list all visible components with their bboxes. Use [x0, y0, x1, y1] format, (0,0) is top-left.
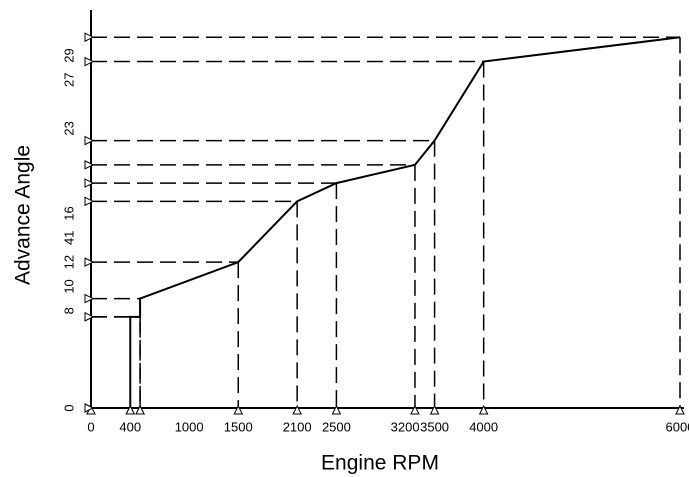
- x-marker: [331, 404, 342, 415]
- y-marker: [84, 56, 95, 67]
- line: [91, 36, 681, 409]
- x-marker: [292, 404, 302, 415]
- x-marker: [675, 404, 685, 415]
- y-tick-label: 16: [61, 206, 76, 220]
- x-marker: [478, 404, 489, 415]
- y-tick-label: 10: [61, 279, 76, 293]
- y-marker: [84, 293, 95, 304]
- y-marker: [84, 160, 95, 170]
- y-marker: [84, 135, 95, 146]
- x-marker: [125, 404, 136, 415]
- x-tick-label: 1000: [175, 419, 204, 434]
- x-axis-title: Engine RPM: [321, 452, 439, 475]
- x-tick-label: 3500: [420, 419, 449, 434]
- y-marker: [84, 403, 95, 413]
- x-tick-label: 400: [119, 419, 141, 434]
- y-tick-label: 12: [61, 255, 76, 269]
- x-tick-label: 3200: [391, 419, 420, 434]
- y-marker: [84, 32, 95, 43]
- y-marker: [84, 196, 95, 207]
- y-marker: [84, 257, 95, 267]
- x-marker: [233, 404, 244, 415]
- x-tick-label: 0: [87, 419, 94, 434]
- y-tick-label: 0: [61, 404, 76, 411]
- x-tick-label: 2100: [283, 419, 312, 434]
- x-tick-label: 2500: [322, 419, 351, 434]
- y-axis-title: Advance Angle: [12, 145, 35, 285]
- x-marker: [410, 404, 420, 415]
- x-tick-label: 1500: [224, 419, 253, 434]
- y-tick-label: 41: [61, 231, 76, 245]
- y-tick-label: 23: [61, 121, 76, 135]
- y-marker: [84, 312, 95, 322]
- x-tick-label: 4000: [469, 419, 498, 434]
- y-tick-label: 29: [61, 48, 76, 62]
- x-marker: [429, 404, 440, 415]
- y-tick-label: 8: [61, 307, 76, 314]
- y-marker: [84, 178, 95, 188]
- y-tick-label: 27: [61, 73, 76, 87]
- x-marker: [135, 404, 145, 415]
